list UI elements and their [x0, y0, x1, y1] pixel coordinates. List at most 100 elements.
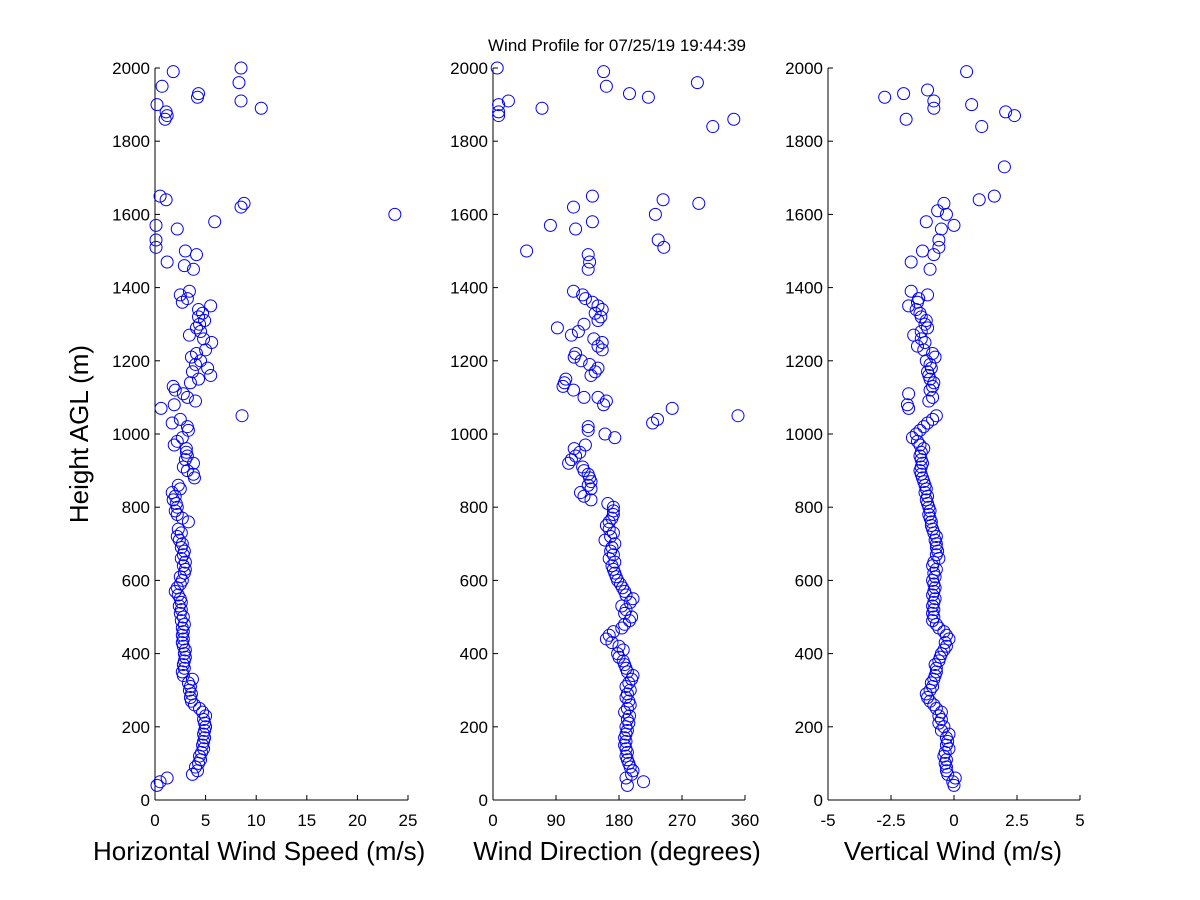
speed-data-point [185, 365, 199, 379]
speed-data-point [150, 98, 164, 112]
vertical-wind-y-tick-label: 1600 [785, 205, 823, 224]
speed-data-point [166, 493, 180, 507]
chart-title: Wind Profile for 07/25/19 19:44:39 [488, 36, 746, 55]
vertical-wind-data-point [928, 350, 942, 364]
speed-data-point [189, 321, 203, 335]
direction-data-point [490, 61, 504, 75]
direction-x-tick-label: 0 [488, 811, 497, 830]
direction-data-point [581, 420, 595, 434]
vertical-wind-data-point [913, 423, 927, 437]
direction-data-point [562, 456, 576, 470]
direction-data-point [620, 687, 634, 701]
direction-y-tick-label: 1800 [450, 132, 488, 151]
direction-data-point [613, 577, 627, 591]
speed-data-point [167, 398, 181, 412]
direction-data-point [585, 295, 599, 309]
speed-data-point [150, 778, 164, 792]
direction-data-point [623, 683, 637, 697]
direction-data-point [616, 581, 629, 595]
direction-y-tick-label: 600 [460, 571, 488, 590]
vertical-wind-data-point [929, 409, 943, 423]
speed-x-tick-label: 5 [201, 811, 210, 830]
direction-data-point [622, 694, 636, 708]
vertical-wind-data-point [926, 390, 940, 404]
speed-data-point [155, 79, 169, 93]
speed-data-point [189, 248, 203, 262]
vertical-wind-data-point [909, 427, 923, 441]
speed-x-tick-label: 0 [150, 811, 159, 830]
speed-data-point [178, 555, 192, 569]
vertical-wind-data-point [938, 636, 952, 650]
speed-data-point [173, 482, 187, 496]
vertical-wind-data-point [902, 299, 916, 313]
vertical-wind-y-tick-label: 0 [814, 791, 823, 810]
vertical-wind-data-point [932, 240, 946, 254]
speed-data-point [175, 621, 189, 635]
direction-data-point [599, 79, 613, 93]
vertical-wind-data-point [907, 328, 921, 342]
direction-data-point [584, 368, 598, 382]
direction-data-point [599, 632, 613, 646]
speed-data-point [171, 478, 185, 492]
vertical-wind-data-point [947, 218, 961, 232]
speed-data-point [178, 453, 192, 467]
speed-data-point [170, 529, 184, 543]
speed-data-point [174, 614, 188, 628]
speed-x-tick-label: 20 [348, 811, 367, 830]
vertical-wind-y-tick-label: 400 [795, 645, 823, 664]
direction-data-point [651, 412, 664, 426]
direction-y-tick-label: 2000 [450, 59, 488, 78]
vertical-wind-data-point [926, 346, 940, 360]
vertical-wind-data-point [921, 83, 935, 97]
direction-data-point [623, 87, 636, 101]
direction-data-point [591, 339, 605, 353]
vertical-wind-data-point [942, 632, 956, 646]
direction-data-point [578, 292, 592, 306]
direction-y-tick-label: 400 [460, 645, 488, 664]
vertical-wind-data-point [939, 764, 953, 778]
vertical-wind-y-tick-label: 1200 [785, 352, 823, 371]
speed-x-tick-label: 15 [297, 811, 316, 830]
direction-data-point [622, 676, 636, 690]
speed-data-point [196, 306, 210, 320]
direction-data-point [577, 489, 591, 503]
vertical-wind-panel: 0 200 400 600 800 1000 1200 1400 1600 1800 2000 -5 -… [785, 59, 1085, 830]
speed-panel: 0 200 400 600 800 1000 1200 1400 1600 1800 2000 0 5 1… [112, 59, 417, 830]
direction-x-tick-label: 90 [547, 811, 566, 830]
vertical-wind-x-tick-label: -5 [820, 811, 835, 830]
vertical-wind-data-point [900, 398, 914, 412]
direction-data-point [665, 401, 679, 415]
direction-x-tick-label: 180 [605, 811, 633, 830]
vertical-wind-data-point [924, 676, 938, 690]
vertical-wind-data-point [923, 694, 937, 708]
direction-data-point [520, 244, 534, 258]
direction-data-point [501, 94, 515, 108]
speed-data-point [166, 65, 180, 79]
speed-y-tick-label: 1600 [112, 205, 150, 224]
speed-data-point [168, 504, 182, 518]
speed-data-point [166, 379, 180, 393]
direction-data-point [569, 222, 583, 236]
speed-data-point [192, 303, 206, 317]
speed-y-tick-label: 800 [122, 498, 150, 517]
vertical-wind-data-point [914, 325, 928, 339]
speed-data-point [180, 292, 194, 306]
direction-data-point [595, 343, 609, 357]
direction-y-tick-label: 200 [460, 718, 488, 737]
vertical-wind-y-tick-label: 1400 [785, 279, 823, 298]
vertical-wind-x-tick-label: 5 [1075, 811, 1084, 830]
direction-data-point [597, 65, 611, 79]
vertical-wind-data-point [929, 529, 943, 543]
vertical-wind-data-point [917, 420, 931, 434]
direction-data-point [706, 120, 720, 134]
speed-data-point [159, 193, 173, 207]
y-axis-label: Height AGL (m) [64, 345, 94, 523]
direction-data-point [585, 215, 599, 229]
direction-data-point [569, 449, 583, 463]
speed-data-point [176, 559, 190, 573]
vertical-wind-data-point [946, 775, 960, 789]
direction-y-tick-label: 1400 [450, 279, 488, 298]
direction-data-point [569, 346, 583, 360]
speed-data-point [149, 233, 163, 247]
